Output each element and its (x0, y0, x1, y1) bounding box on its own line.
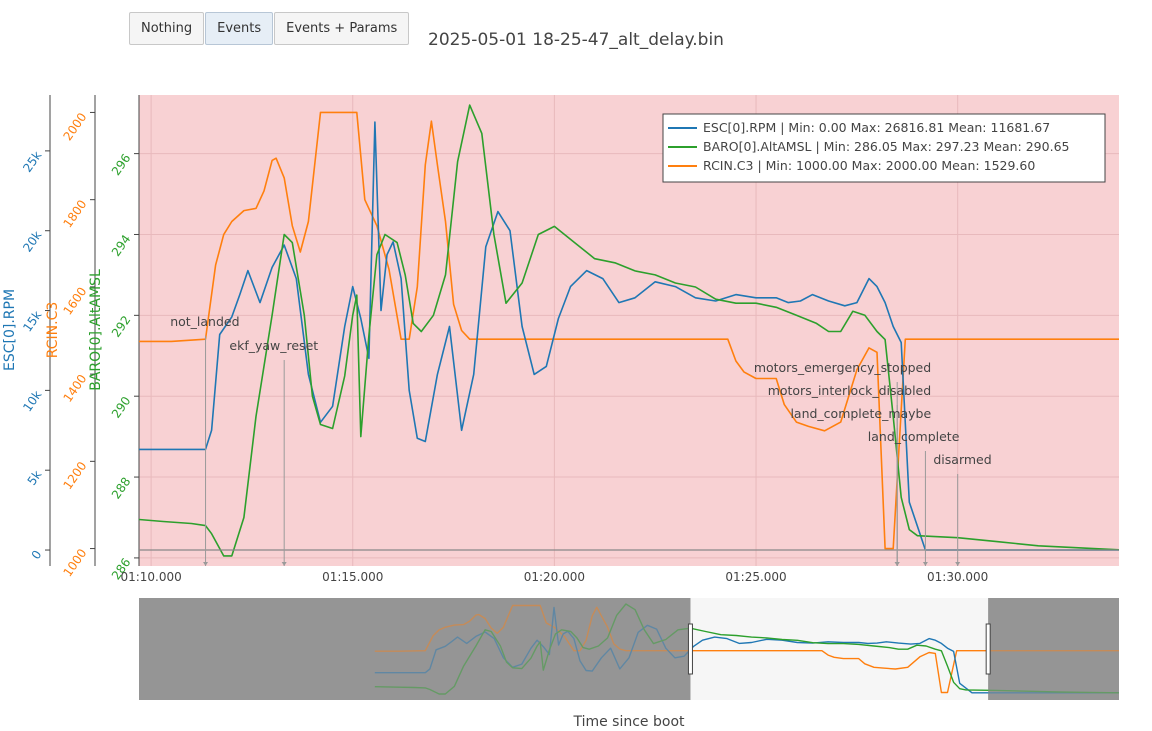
event-label: motors_emergency_stopped (754, 360, 931, 375)
event-label: land_complete_maybe (790, 406, 931, 421)
y-axis-title: ESC[0].RPM (2, 289, 18, 371)
y-tick-label: 10k (20, 388, 44, 414)
legend-entry: ESC[0].RPM | Min: 0.00 Max: 26816.81 Mea… (703, 120, 1050, 135)
y-tick-label: 25k (20, 149, 44, 175)
x-tick-label: 01:30.000 (927, 570, 988, 584)
event-label: motors_interlock_disabled (768, 383, 932, 398)
legend-name: ESC[0].RPM | (703, 120, 788, 135)
legend-mean: Mean: 11681.67 (944, 120, 1050, 135)
series-line-2 (139, 111, 1119, 550)
display-mode-buttons: Nothing Events Events + Params (129, 12, 410, 45)
event-arrow (922, 562, 928, 566)
y-tick-label: 1000 (60, 546, 89, 579)
legend-mean: Mean: 290.65 (980, 139, 1070, 154)
y-tick-label: 1400 (60, 372, 89, 405)
x-tick-label: 01:15.000 (322, 570, 383, 584)
x-tick-label: 01:25.000 (725, 570, 786, 584)
x-axis-title: Time since boot (572, 714, 685, 730)
event-arrow (894, 562, 900, 566)
series-line-1 (139, 104, 1119, 557)
y-axis-title: RCIN.C3 (45, 302, 61, 359)
y-tick-label: 0 (29, 548, 45, 562)
y-tick-label: 296 (109, 151, 134, 178)
legend-min: Min: 0.00 (788, 120, 846, 135)
y-tick-label: 2000 (60, 110, 89, 143)
events-button[interactable]: Events (205, 12, 274, 45)
event-label: ekf_yaw_reset (229, 338, 318, 353)
y-tick-label: 1200 (60, 459, 89, 492)
y-axis-title: BARO[0].AltAMSL (88, 269, 104, 391)
y-axis-0: 0 5k 10k 15k 20k 25k ESC[0].RPM (2, 95, 51, 566)
x-tick-label: 01:10.000 (120, 570, 181, 584)
legend-name: BARO[0].AltAMSL | (703, 139, 824, 154)
x-axis: 01:10.000 01:15.000 01:20.000 01:25.000 01:3… (120, 570, 988, 584)
range-navigator[interactable] (139, 598, 1119, 700)
y-tick-label: 20k (20, 228, 44, 254)
chart-title: 2025-05-01 18-25-47_alt_delay.bin (428, 30, 724, 50)
navigator-window[interactable] (690, 598, 989, 700)
y-tick-label: 5k (25, 468, 45, 488)
events-params-button[interactable]: Events + Params (274, 12, 410, 45)
event-label: disarmed (933, 452, 991, 467)
y-tick-label: 292 (109, 313, 134, 340)
legend-mean: Mean: 1529.60 (937, 158, 1035, 173)
event-arrow (955, 562, 961, 566)
legend-entry: RCIN.C3 | Min: 1000.00 Max: 2000.00 Mean… (703, 158, 1035, 173)
legend-name: RCIN.C3 | (703, 158, 766, 173)
legend-max: Max: 2000.00 (848, 158, 938, 173)
navigator-handle-left[interactable] (687, 623, 693, 675)
legend-max: Max: 26816.81 (847, 120, 945, 135)
navigator-handle-right[interactable] (985, 623, 991, 675)
event-label: not_landed (170, 314, 239, 329)
series-lines (139, 104, 1119, 557)
nothing-button[interactable]: Nothing (129, 12, 205, 45)
legend-min: Min: 1000.00 (766, 158, 848, 173)
y-tick-label: 294 (109, 232, 134, 259)
event-arrow (203, 562, 209, 566)
event-label: land_complete (868, 429, 960, 444)
x-tick-label: 01:20.000 (524, 570, 585, 584)
y-tick-label: 1600 (60, 285, 89, 318)
legend-box (662, 113, 1106, 183)
y-tick-label: 15k (20, 308, 44, 334)
legend-max: Max: 297.23 (898, 139, 980, 154)
legend-min: Min: 286.05 (824, 139, 898, 154)
y-tick-label: 1800 (60, 197, 89, 230)
y-tick-label: 288 (109, 475, 134, 502)
series-line-0 (139, 121, 1119, 551)
navigator-mask-left (139, 598, 691, 700)
legend[interactable]: ESC[0].RPM | Min: 0.00 Max: 26816.81 Mea… (662, 113, 1106, 183)
legend-entry: BARO[0].AltAMSL | Min: 286.05 Max: 297.2… (703, 139, 1069, 154)
y-tick-label: 290 (109, 394, 134, 421)
event-arrow (281, 562, 287, 566)
events: not_landed ekf_yaw_reset motors_emergency_… (170, 314, 992, 566)
navigator-mask-right (988, 598, 1119, 700)
